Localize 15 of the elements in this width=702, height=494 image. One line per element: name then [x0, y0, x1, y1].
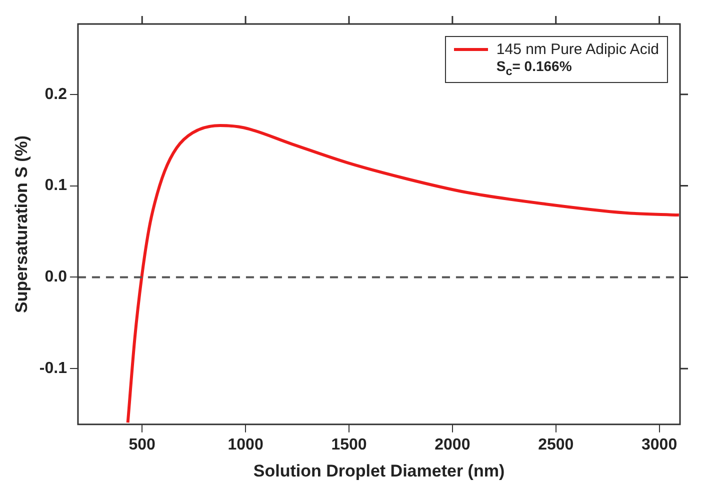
x-tick-label: 2000 [434, 436, 470, 454]
annotation: S$_{c}$= 0.166% [496, 58, 573, 78]
y-tick-label: -0.1 [39, 360, 68, 378]
y-axis-title: Supersaturation S (%) [12, 135, 31, 313]
x-tick-label: 500 [128, 436, 156, 454]
x-tick-label: 1000 [228, 436, 264, 454]
x-axis-title: Solution Droplet Diameter (nm) [253, 461, 505, 480]
legend-label: 145 nm Pure Adipic Acid [496, 41, 659, 58]
x-tick-label: 2500 [538, 436, 574, 454]
y-tick-label: 0.0 [44, 268, 68, 286]
x-tick-label: 3000 [642, 436, 678, 454]
x-tick-label: 1500 [331, 436, 367, 454]
y-tick-label: 0.2 [44, 86, 68, 103]
line-series [126, 124, 680, 424]
y-tick-label: 0.1 [44, 177, 68, 194]
